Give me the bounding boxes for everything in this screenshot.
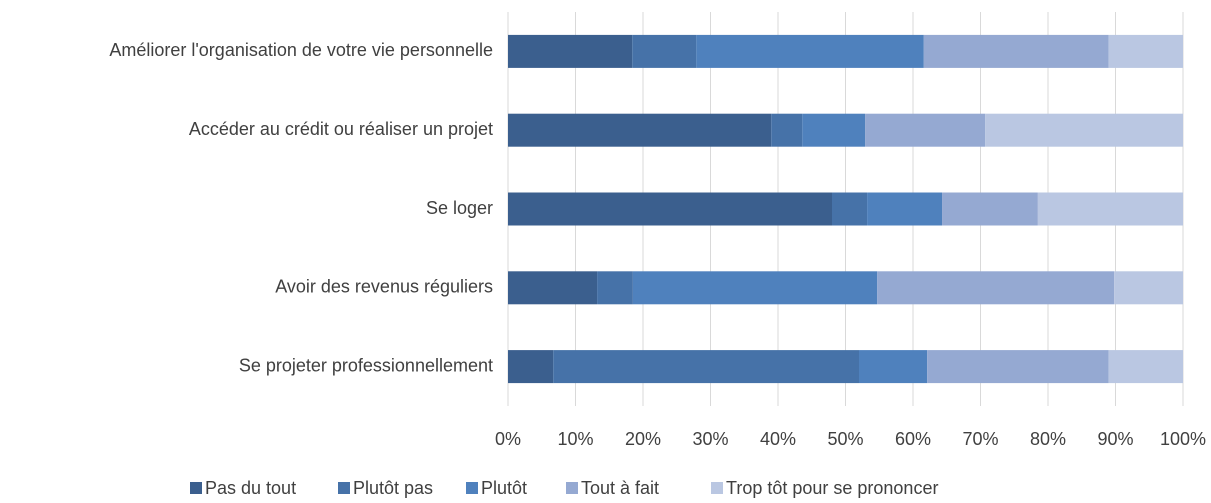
legend-label: Plutôt pas [353, 478, 433, 498]
x-tick-label: 50% [827, 429, 863, 449]
bar-segment [1108, 34, 1183, 68]
bar-segment [632, 271, 878, 305]
bar-segment [508, 350, 554, 384]
x-tick-label: 20% [625, 429, 661, 449]
bar-segment [508, 192, 832, 226]
bar-segment [553, 350, 859, 384]
x-tick-label: 0% [495, 429, 521, 449]
bar-segment [508, 271, 598, 305]
legend-swatch [190, 482, 202, 494]
x-tick-label: 80% [1030, 429, 1066, 449]
x-tick-label: 60% [895, 429, 931, 449]
bar-segment [771, 113, 803, 147]
bar-segment [1037, 192, 1183, 226]
x-tick-label: 100% [1160, 429, 1206, 449]
bar-segment [985, 113, 1183, 147]
bar-segment [865, 113, 986, 147]
bar-segment [1108, 350, 1183, 384]
legend-label: Pas du tout [205, 478, 296, 498]
bar-segment [508, 113, 772, 147]
bar-segment [942, 192, 1038, 226]
x-tick-label: 40% [760, 429, 796, 449]
x-tick-label: 90% [1097, 429, 1133, 449]
y-tick-label: Accéder au crédit ou réaliser un projet [189, 119, 493, 139]
bar-segment [802, 113, 866, 147]
y-tick-label: Se projeter professionnellement [239, 355, 493, 375]
x-tick-label: 70% [962, 429, 998, 449]
bar-segment [632, 34, 697, 68]
y-tick-label: Avoir des revenus réguliers [275, 277, 493, 297]
bar-segment [1114, 271, 1183, 305]
bar-segment [859, 350, 928, 384]
bar-segment [927, 350, 1109, 384]
x-tick-label: 30% [692, 429, 728, 449]
legend-label: Tout à fait [581, 478, 659, 498]
bar-segment [508, 34, 633, 68]
legend-swatch [566, 482, 578, 494]
bar-segment [877, 271, 1115, 305]
bar-segment [923, 34, 1109, 68]
bar-segment [867, 192, 943, 226]
y-tick-label: Améliorer l'organisation de votre vie pe… [109, 40, 493, 60]
legend-label: Trop tôt pour se prononcer [726, 478, 938, 498]
legend-swatch [338, 482, 350, 494]
bar-segment [832, 192, 868, 226]
bar-segment [597, 271, 633, 305]
legend-label: Plutôt [481, 478, 527, 498]
legend-swatch [711, 482, 723, 494]
bar-segment [696, 34, 924, 68]
x-tick-label: 10% [557, 429, 593, 449]
y-tick-label: Se loger [426, 198, 493, 218]
legend-swatch [466, 482, 478, 494]
